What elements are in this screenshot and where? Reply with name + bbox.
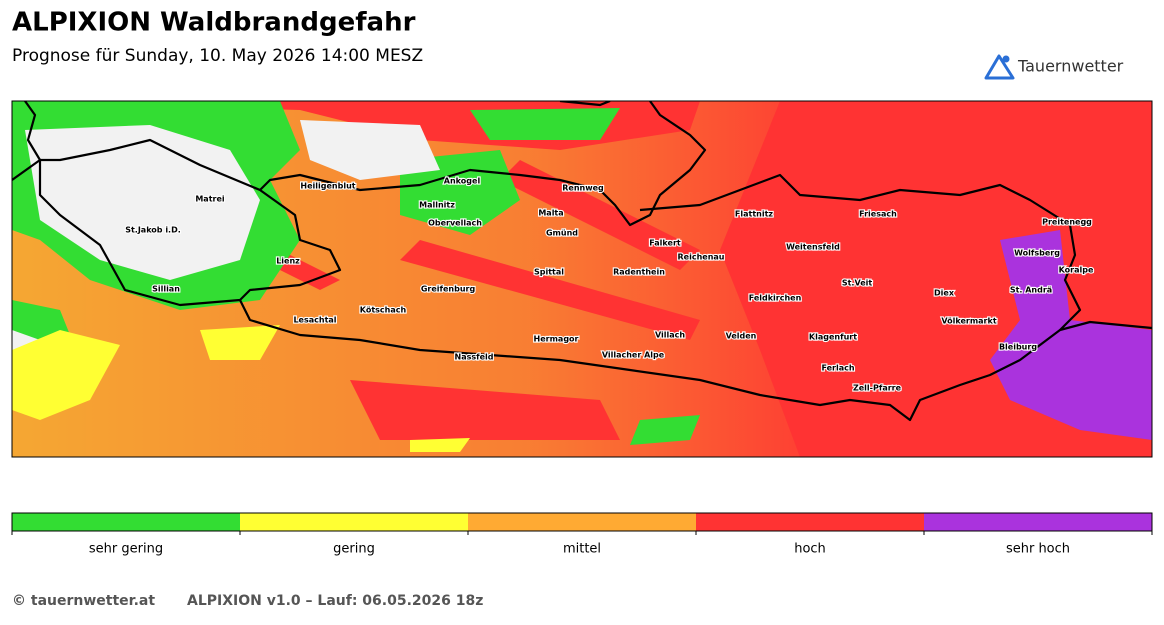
legend-label: sehr gering [89, 542, 163, 557]
logo-text: Tauernwetter [1017, 57, 1124, 76]
legend-label: sehr hoch [1006, 542, 1070, 557]
place-label: Preitenegg [1042, 218, 1092, 227]
place-label: Völkermarkt [941, 317, 996, 326]
logo-icon [984, 54, 1015, 80]
place-label: Ferlach [821, 364, 854, 373]
place-label: Lesachtal [293, 316, 336, 325]
place-label: Wolfsberg [1014, 249, 1060, 258]
title: ALPIXION Waldbrandgefahr [12, 8, 416, 38]
place-label: Klagenfurt [809, 333, 857, 342]
place-label: Spittal [534, 268, 564, 277]
place-label: Gmünd [546, 229, 578, 238]
place-label: Zell-Pfarre [853, 384, 902, 393]
place-label: Bleiburg [999, 343, 1037, 352]
map-yellow-areas [12, 325, 470, 452]
borders [12, 101, 1152, 422]
place-label: Lienz [276, 257, 300, 266]
place-label: Diex [934, 289, 955, 298]
place-label: Matrei [195, 195, 225, 204]
place-labels: Matrei Heiligenblut Ankogel Rennweg Mallnitz… [124, 175, 1095, 393]
place-label: Radenthein [613, 268, 665, 277]
place-label: Falkert [649, 239, 681, 248]
map-frame [11, 100, 1153, 458]
map-snow-areas [12, 120, 440, 370]
map-purple-area [990, 230, 1152, 440]
legend-swatch [240, 513, 468, 531]
place-label: Nassfeld [455, 353, 494, 362]
place-label: Greifenburg [421, 285, 476, 294]
legend: sehr gering gering mittel hoch sehr hoch [11, 512, 1153, 557]
place-label: Villacher Alpe [602, 351, 665, 360]
subtitle: Prognose für Sunday, 10. May 2026 14:00 … [12, 46, 423, 66]
place-label: Rennweg [562, 184, 604, 193]
place-label: Feldkirchen [749, 294, 802, 303]
place-label: Flattnitz [735, 210, 774, 219]
legend-label: gering [333, 542, 375, 557]
footer-run: ALPIXION v1.0 – Lauf: 06.05.2026 18z [187, 593, 483, 609]
place-label: Mallnitz [419, 201, 455, 210]
legend-swatch [12, 513, 240, 531]
place-label: Ankogel [444, 177, 481, 186]
place-label: Reichenau [678, 253, 725, 262]
place-label: St.Jakob i.D. [125, 226, 181, 235]
logo: Tauernwetter [984, 54, 1124, 80]
place-label: Hermagor [534, 335, 579, 344]
place-label: Villach [655, 331, 685, 340]
legend-frame [11, 512, 1153, 532]
legend-label: hoch [794, 542, 826, 557]
place-label: Sillian [152, 285, 180, 294]
map: Matrei Heiligenblut Ankogel Rennweg Mallnitz… [12, 101, 1152, 457]
place-label: Kötschach [360, 306, 407, 315]
place-label: Malta [538, 209, 563, 218]
place-label: Koralpe [1059, 266, 1094, 275]
place-label: Velden [726, 332, 757, 341]
place-label: St.Veit [842, 279, 873, 288]
place-label: St. Andrä [1010, 286, 1052, 295]
legend-swatch [696, 513, 924, 531]
logo-dot [1002, 55, 1010, 63]
place-label: Weitensfeld [786, 243, 840, 252]
legend-swatch [468, 513, 696, 531]
place-label: Friesach [859, 210, 897, 219]
footer-copyright: © tauernwetter.at [12, 593, 155, 609]
legend-swatch [924, 513, 1152, 531]
place-label: Heiligenblut [300, 182, 355, 191]
legend-label: mittel [563, 542, 601, 557]
place-label: Obervellach [428, 219, 482, 228]
